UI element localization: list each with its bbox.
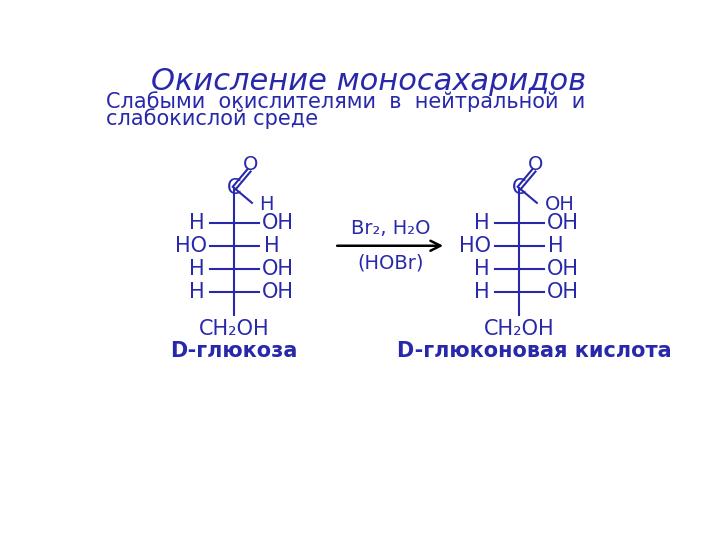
Text: (HOBr): (HOBr) <box>357 253 424 272</box>
Text: Br₂, H₂O: Br₂, H₂O <box>351 219 431 238</box>
Text: OH: OH <box>547 213 579 233</box>
Text: HO: HO <box>174 236 207 256</box>
Text: OH: OH <box>547 282 579 302</box>
Text: H: H <box>474 259 490 279</box>
Text: H: H <box>474 282 490 302</box>
Text: O: O <box>243 156 258 174</box>
Text: HO: HO <box>459 236 492 256</box>
Text: OH: OH <box>262 259 294 279</box>
Text: OH: OH <box>547 259 579 279</box>
Text: O: O <box>528 156 543 174</box>
Text: H: H <box>549 236 564 256</box>
Text: H: H <box>189 259 205 279</box>
Text: H: H <box>189 282 205 302</box>
Text: Слабыми  окислителями  в  нейтральной  и: Слабыми окислителями в нейтральной и <box>106 91 585 112</box>
Text: OH: OH <box>262 213 294 233</box>
Text: H: H <box>189 213 205 233</box>
Text: D-глюкоза: D-глюкоза <box>171 341 298 361</box>
Text: D-глюконовая кислота: D-глюконовая кислота <box>397 341 672 361</box>
Text: C: C <box>512 178 526 198</box>
Text: слабокислой среде: слабокислой среде <box>106 109 318 129</box>
Text: OH: OH <box>545 195 575 214</box>
Text: H: H <box>264 236 279 256</box>
Text: H: H <box>259 195 274 214</box>
Text: Окисление моносахаридов: Окисление моносахаридов <box>151 68 587 96</box>
Text: H: H <box>474 213 490 233</box>
Text: CH₂OH: CH₂OH <box>484 319 554 339</box>
Text: C: C <box>227 178 241 198</box>
Text: OH: OH <box>262 282 294 302</box>
Text: CH₂OH: CH₂OH <box>199 319 269 339</box>
